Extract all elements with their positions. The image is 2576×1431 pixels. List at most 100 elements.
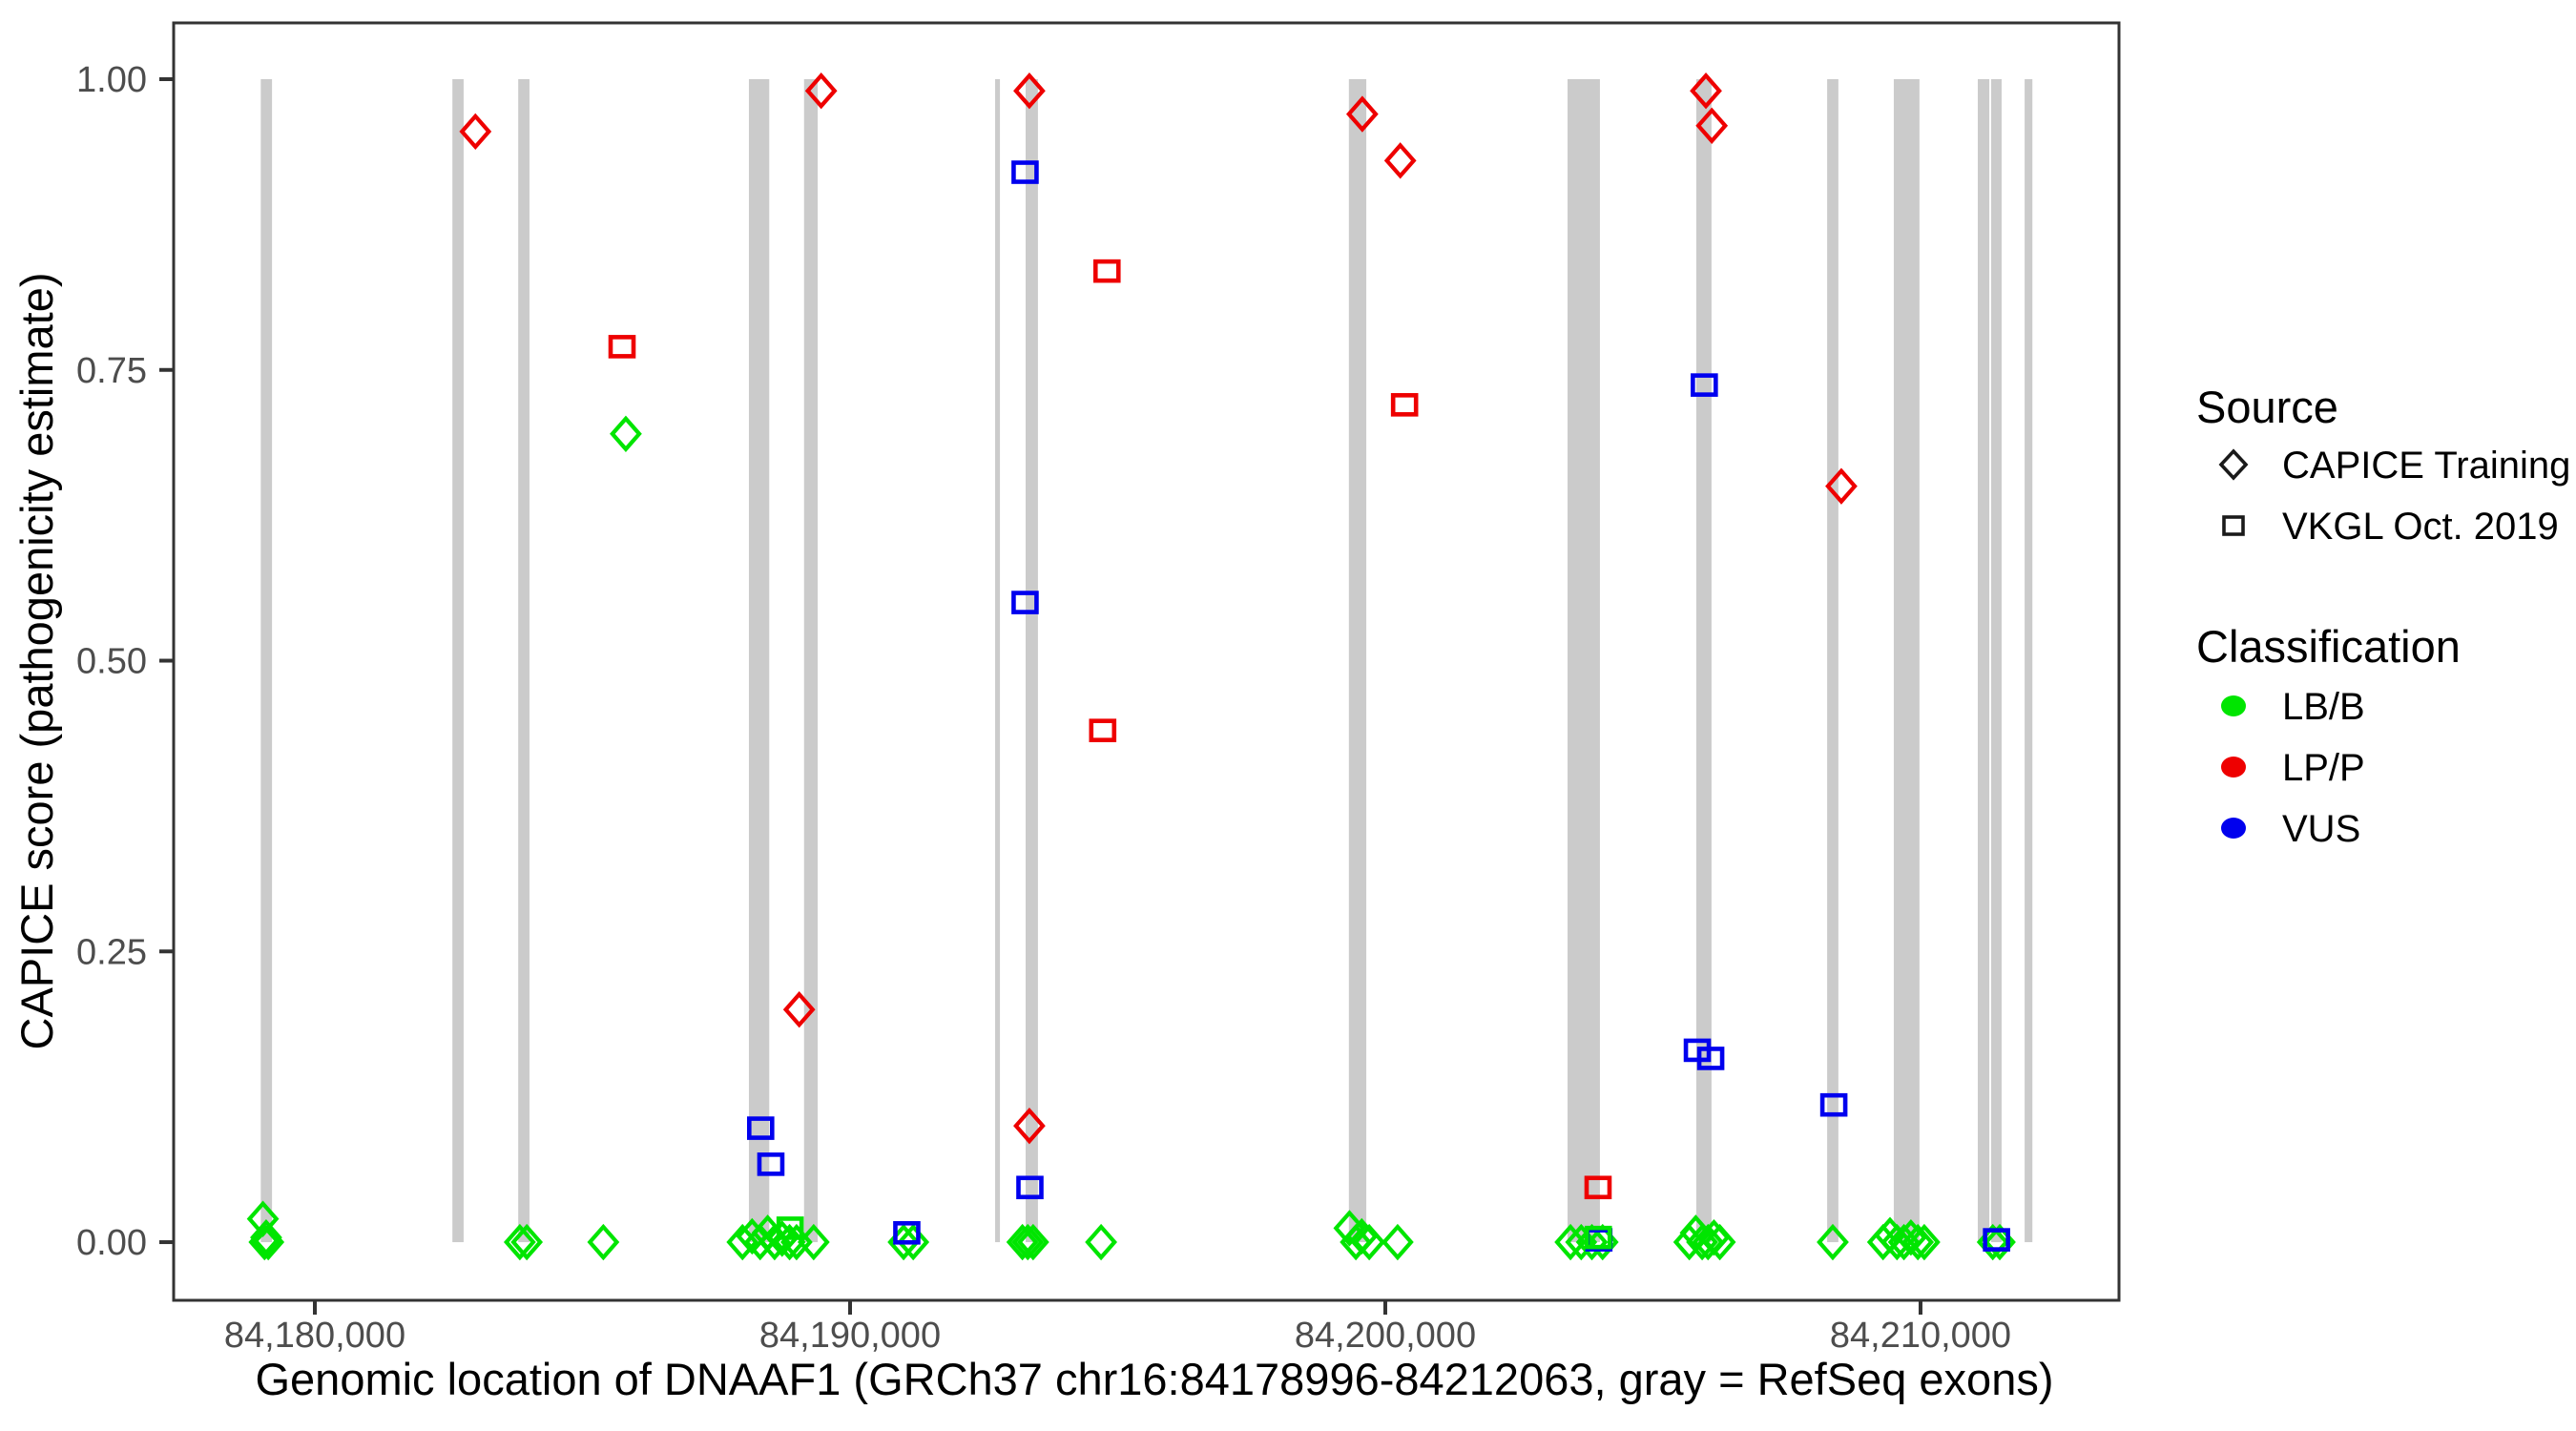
x-tick-label: 84,200,000 [1295,1316,1476,1356]
exon-bar [518,79,530,1243]
diamond-marker [1085,1223,1117,1261]
diamond-marker [1690,73,1722,110]
square-marker [1819,1092,1848,1117]
square-marker [1983,1228,2010,1252]
y-tick-label: 0.50 [76,642,147,682]
legend-color-dot-icon [2221,818,2246,839]
diamond-marker [1353,1223,1386,1261]
exon-bar [1695,79,1712,1243]
diamond-marker [1565,1223,1598,1261]
y-tick-label: 0.00 [76,1223,147,1263]
diamond-marker [587,1223,620,1261]
diamond-marker [503,1223,536,1261]
legend-classification-item-label: LP/P [2282,747,2365,789]
diamond-marker [1575,1223,1609,1261]
diamond-marker [1703,1223,1736,1261]
exon-bar [748,79,770,1243]
square-marker [776,1216,804,1240]
diamond-marker [610,415,642,452]
exon-bar [803,79,819,1243]
square-marker [1390,393,1419,417]
diamond-marker [1011,1223,1045,1261]
diamond-marker [1695,107,1729,144]
square-marker [608,335,636,359]
axis-ticks-layer: 84,180,000 84,190,000 84,200,000 84,210,000… [76,60,2011,1356]
legend-source-title: Source [2196,382,2338,432]
square-marker [1092,259,1121,283]
square-marker [1691,373,1718,397]
square-marker [1584,1175,1612,1200]
exon-bar [1568,79,1600,1243]
x-tick-label: 84,210,000 [1830,1316,2011,1356]
diamond-marker [510,1223,544,1261]
y-tick-label: 0.75 [76,351,147,391]
exon-bar [1827,79,1839,1243]
legend-square-icon [2222,515,2245,536]
diamond-marker [1383,142,1417,179]
diamond-marker [459,113,492,151]
data-points-layer [246,73,2016,1261]
diamond-marker [1016,1223,1049,1261]
exon-bar [1025,79,1038,1243]
exon-bar [260,79,273,1243]
exon-bar [1978,79,1990,1243]
square-marker [1011,591,1039,614]
square-marker [747,1116,775,1140]
diamond-marker [1817,1223,1849,1261]
exon-bar [1893,79,1920,1243]
y-tick-label: 1.00 [76,60,147,100]
series-lbb-vkgl [776,1216,1612,1250]
diamond-marker [1013,1107,1046,1145]
legend: Source CAPICE Training VKGL Oct. 2019 Cla… [2196,382,2570,850]
diamond-marker [736,1217,769,1255]
legend-classification-item-label: LB/B [2282,686,2365,728]
diamond-marker [1381,1223,1414,1261]
diamond-marker [1866,1223,1900,1261]
diamond-marker [782,991,816,1028]
series-lbb-capice [246,415,2016,1261]
series-lpp-vkgl [608,259,1612,1200]
diamond-marker [1908,1223,1941,1261]
y-tick-label: 0.25 [76,932,147,972]
diamond-marker [897,1223,930,1261]
exon-bar [2025,79,2033,1243]
diamond-marker [1825,467,1858,505]
exon-bars-layer [260,79,2033,1243]
square-marker [1584,1225,1612,1250]
diamond-marker [1880,1223,1914,1261]
legend-source-item-label: VKGL Oct. 2019 [2282,506,2559,548]
diamond-marker [1554,1223,1587,1261]
legend-source-item-label: CAPICE Training [2282,445,2570,487]
legend-color-dot-icon [2221,695,2246,716]
square-marker [1696,1047,1725,1070]
legend-classification-item-label: VUS [2282,808,2360,850]
diamond-marker [804,73,838,110]
diamond-marker [252,1223,285,1261]
legend-diamond-icon [2218,448,2249,481]
legend-color-dot-icon [2221,757,2246,778]
x-tick-label: 84,190,000 [759,1316,941,1356]
legend-classification-items: LB/B LP/P VUS [2221,686,2365,850]
diamond-marker [797,1223,830,1261]
exon-bar [452,79,464,1243]
series-lpp-capice [459,73,1858,1145]
exon-bar [1348,79,1367,1243]
diamond-marker [1013,73,1046,110]
square-marker [893,1220,921,1245]
legend-classification-title: Classification [2196,621,2461,672]
diamond-marker [1901,1223,1935,1261]
diamond-marker [1345,95,1379,133]
exon-bar [1991,79,2002,1243]
exon-bar [995,79,1001,1243]
y-axis-title: CAPICE score (pathogenicity estimate) [11,273,62,1050]
square-marker [1011,160,1039,184]
legend-source-items: CAPICE Training VKGL Oct. 2019 [2218,445,2570,548]
x-tick-label: 84,180,000 [224,1316,405,1356]
x-axis-title: Genomic location of DNAAF1 (GRCh37 chr16… [255,1354,2053,1404]
series-vus-vkgl [747,160,2010,1252]
square-marker [1089,718,1117,742]
square-marker [1016,1175,1044,1200]
diamond-marker [1006,1223,1039,1261]
